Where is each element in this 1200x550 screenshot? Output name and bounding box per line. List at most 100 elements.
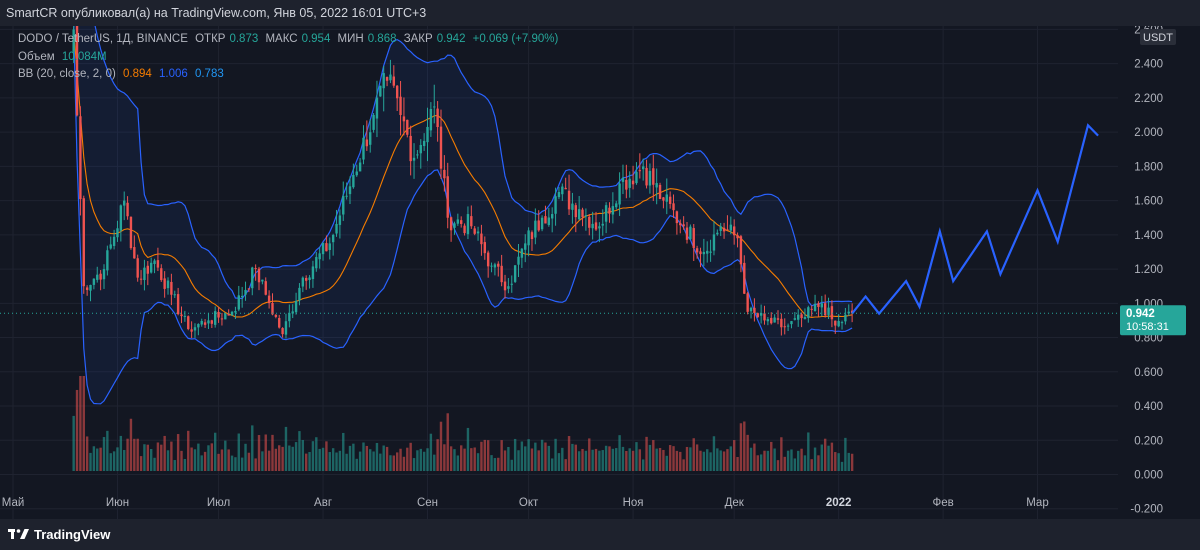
volume-bar <box>395 452 399 471</box>
volume-bar <box>473 447 476 471</box>
candle-body <box>800 314 803 319</box>
candle-body <box>304 277 308 281</box>
volume-bar <box>638 449 642 471</box>
candle-body <box>551 214 554 219</box>
volume-bar <box>439 421 443 471</box>
legend-symbol: DODO / TetherUS, 1Д, BINANCE <box>18 33 188 45</box>
volume-bar <box>628 448 631 471</box>
candle-body <box>483 242 486 254</box>
grid <box>0 26 1118 519</box>
candle-body <box>379 85 382 97</box>
candle-body <box>827 307 830 315</box>
candle-body <box>412 157 416 161</box>
candle-body <box>625 179 628 190</box>
volume-bar <box>328 452 331 471</box>
volume-bar <box>466 427 470 471</box>
candle-body <box>830 306 834 320</box>
currency-label: USDT <box>1143 32 1173 44</box>
candle-body <box>99 273 102 280</box>
volume-bar <box>827 445 830 471</box>
candle-body <box>834 320 837 326</box>
price-axis-bg <box>1118 26 1200 519</box>
volume-bar <box>645 436 648 471</box>
price-tick-label: -0.200 <box>1130 504 1163 516</box>
chart-area[interactable]: 2.6002.4002.2002.0001.8001.6001.4001.200… <box>0 0 1200 519</box>
volume-bar <box>773 448 776 471</box>
candle-body <box>315 257 318 269</box>
candle-body <box>577 209 581 220</box>
volume-bar <box>797 450 800 471</box>
candle-body <box>176 294 180 315</box>
candle-body <box>271 302 274 315</box>
time-tick-label: 2022 <box>826 497 852 509</box>
volume-bar <box>476 453 480 471</box>
volume-bar <box>443 444 446 471</box>
volume-bar <box>706 449 709 471</box>
volume-bar <box>385 446 389 471</box>
volume-bar <box>416 450 419 471</box>
volume-bar <box>149 448 153 471</box>
volume-bar <box>399 448 402 471</box>
candle-body <box>699 251 702 255</box>
candle-body <box>746 293 749 312</box>
price-chart[interactable]: 2.6002.4002.2002.0001.8001.6001.4001.200… <box>0 0 1200 519</box>
candle-body <box>358 162 362 172</box>
candle-body <box>116 228 119 238</box>
volume-bar <box>510 459 513 471</box>
candle-body <box>510 283 513 285</box>
candle-body <box>335 223 338 234</box>
volume-bar <box>679 451 682 471</box>
volume-bar <box>830 442 834 471</box>
volume-bar <box>180 450 183 471</box>
tradingview-logo-icon <box>8 529 29 539</box>
volume-bar <box>675 450 679 471</box>
volume-bar <box>193 449 197 471</box>
candle-body <box>460 220 463 224</box>
candle-body <box>530 232 534 239</box>
time-tick-label: Фев <box>932 497 953 509</box>
candle-body <box>524 243 527 250</box>
candle-body <box>739 236 743 265</box>
volume-bar <box>197 443 200 471</box>
time-tick-label: Окт <box>519 497 539 509</box>
volume-bar <box>470 448 473 471</box>
volume-bar <box>551 458 554 471</box>
projection-line <box>851 123 1099 316</box>
volume-bar <box>392 455 396 471</box>
volume-bar <box>756 455 759 471</box>
legend-close-label: ЗАКР <box>403 33 433 45</box>
price-tick-label: 1.600 <box>1134 196 1163 208</box>
candle-body <box>803 317 807 319</box>
candle-body <box>416 154 419 156</box>
candle-body <box>719 226 722 231</box>
volume-bar <box>813 447 817 471</box>
volume-bar <box>571 443 574 471</box>
volume-bar <box>247 452 251 471</box>
candle-body <box>749 307 753 312</box>
volume-bar <box>224 440 227 471</box>
candle-body <box>652 168 655 185</box>
volume-bar <box>749 447 753 471</box>
volume-bar <box>540 439 544 471</box>
volume-bar <box>517 450 520 471</box>
candle-body <box>759 313 763 316</box>
volume-bar <box>72 415 75 471</box>
candle-body <box>291 311 294 314</box>
volume-bar <box>655 448 658 471</box>
time-tick-label: Ноя <box>623 497 644 509</box>
candle-body <box>278 318 281 328</box>
candle-body <box>743 262 746 294</box>
candle-body <box>685 227 689 240</box>
candle-body <box>227 313 230 316</box>
volume-bar <box>598 450 601 471</box>
candle-body <box>433 106 436 108</box>
volume-bar <box>264 434 267 471</box>
volume-bar <box>217 453 220 471</box>
volume-bar <box>85 436 89 471</box>
candle-body <box>732 226 736 236</box>
volume-bar <box>695 444 699 471</box>
price-tick-label: 0.000 <box>1134 469 1163 481</box>
candle-body <box>537 220 540 231</box>
volume-bar <box>358 451 362 471</box>
candle-body <box>645 167 648 186</box>
